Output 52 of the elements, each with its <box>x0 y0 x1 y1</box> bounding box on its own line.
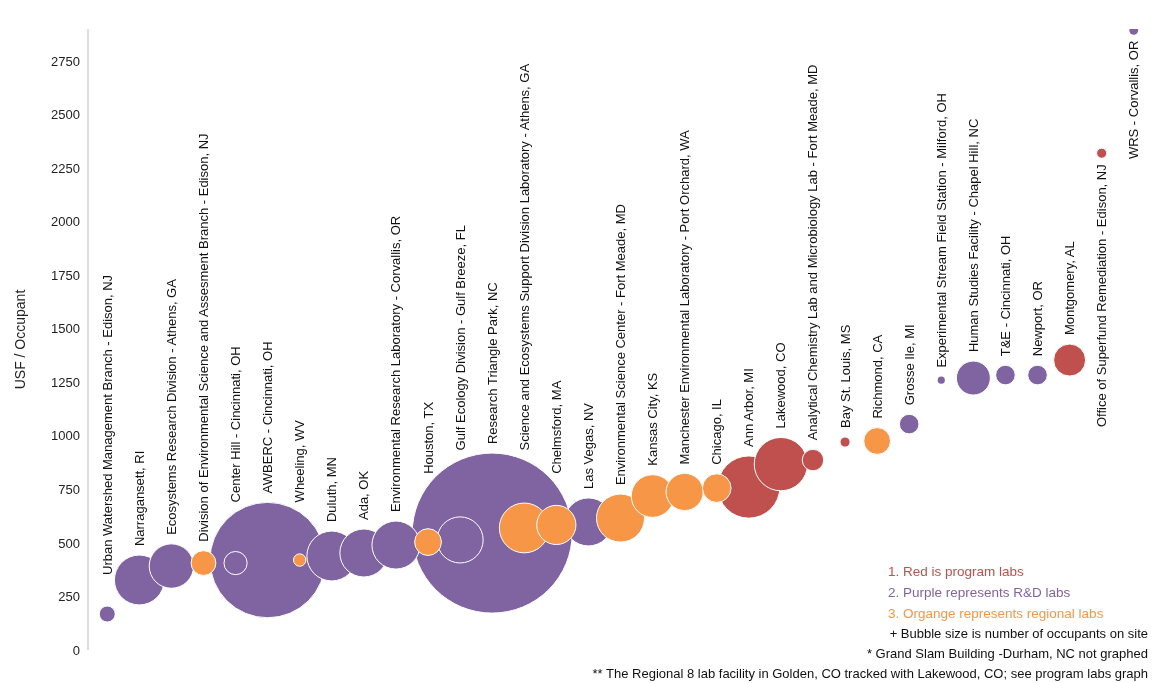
x-tick-label: Montgomery, AL <box>1062 241 1078 336</box>
y-tick-label: 1250 <box>51 374 80 390</box>
y-tick-label: 2000 <box>51 214 80 230</box>
x-tick-label: Human Studies Facility - Chapel Hill, NC <box>965 118 981 353</box>
x-tick-label: Ada, OK <box>356 470 372 520</box>
x-tick-label: Ecosystems Research Division - Athens, GA <box>163 278 179 535</box>
x-tick-label: Duluth, MN <box>324 457 340 523</box>
y-tick-label: 2750 <box>51 53 80 69</box>
x-tick-label: T&E - Cincinnati, OH <box>997 235 1013 357</box>
x-tick-label: Lakewood, CO <box>773 342 789 429</box>
x-tick-label: Chicago, IL <box>709 399 725 465</box>
y-tick-label: 0 <box>72 642 80 658</box>
x-tick-label: Analytical Chemistry Lab and Microbiology Lab - Fort Meade, MD <box>805 64 821 441</box>
x-tick-label: Las Vegas, NV <box>580 402 596 489</box>
x-tick-label: Gulf Ecology Division - Gulf Breeze, FL <box>452 225 468 451</box>
x-tick-label: Richmond, CA <box>869 334 885 419</box>
x-tick-label: Environmental Research Laboratory - Corvallis, OR <box>388 215 404 513</box>
text: 2. Purple represents R&D labs <box>888 584 1072 602</box>
text: 3. Organge represents regional labs <box>888 605 1104 623</box>
x-tick-label: AWBERC - Cincinnati, OH <box>260 341 276 494</box>
x-tick-label: Urban Watershed Management Branch - Edison, NJ <box>99 274 115 575</box>
y-tick-label: 750 <box>58 482 80 498</box>
y-tick-label: 1500 <box>51 321 80 337</box>
text: ** The Regional 8 lab facility in Golden, CO tracked with Lakewood, CO; see program labs graph <box>592 665 1148 683</box>
x-tick-label: Houston, TX <box>420 401 436 474</box>
y-tick-label: 1000 <box>51 428 80 444</box>
x-tick-label: Division of Environmental Science and Assesment Branch - Edison, NJ <box>195 133 211 542</box>
x-tick-label: Wheeling, WV <box>292 419 308 503</box>
x-tick-label: Manchester Environmental Laboratory - Port Orchard, WA <box>677 130 693 465</box>
x-tick-label: Research Triangle Park, NC <box>484 282 500 445</box>
x-tick-label: Bay St. Louis, MS <box>837 324 853 429</box>
x-tick-label: Kansas City, KS <box>645 372 661 466</box>
y-tick-label: 500 <box>58 535 80 551</box>
x-tick-label: Chelmsford, MA <box>548 380 564 474</box>
x-tick-label: Ann Arbor, MI <box>741 368 757 447</box>
annotation: * Grand Slam Building -Durham, NC not graphed <box>865 645 1148 663</box>
x-tick-label: WRS - Corvallis, OR <box>1126 40 1142 160</box>
x-tick-label: Center Hill - Cincinnati, OH <box>228 346 244 503</box>
y-tick-label: 2500 <box>51 107 80 123</box>
annotation: + Bubble size is number of occupants on site <box>888 625 1148 643</box>
x-tick-label: Narragansett, RI <box>131 450 147 547</box>
y-tick-label: 1750 <box>51 267 80 283</box>
x-tick-label: Experimental Stream Field Station - Milford, OH <box>933 93 949 368</box>
text: 1. Red is program labs <box>888 563 1025 581</box>
x-tick-label: Grosse Ile, MI <box>901 324 917 406</box>
y-axis-title: USF / Occupant <box>11 289 28 390</box>
x-tick-label: Newport, OR <box>1030 281 1046 357</box>
x-tick-label: Office of Superfund Remediation - Edison, NJ <box>1094 164 1110 428</box>
x-tick-label: Environmental Science Center - Fort Meade, MD <box>613 204 628 486</box>
y-tick-label: 2250 <box>51 160 80 176</box>
x-tick-label: Science and Ecosystems Support Division Laboratory - Athens, GA <box>516 63 532 451</box>
y-tick-label: 250 <box>58 589 80 605</box>
